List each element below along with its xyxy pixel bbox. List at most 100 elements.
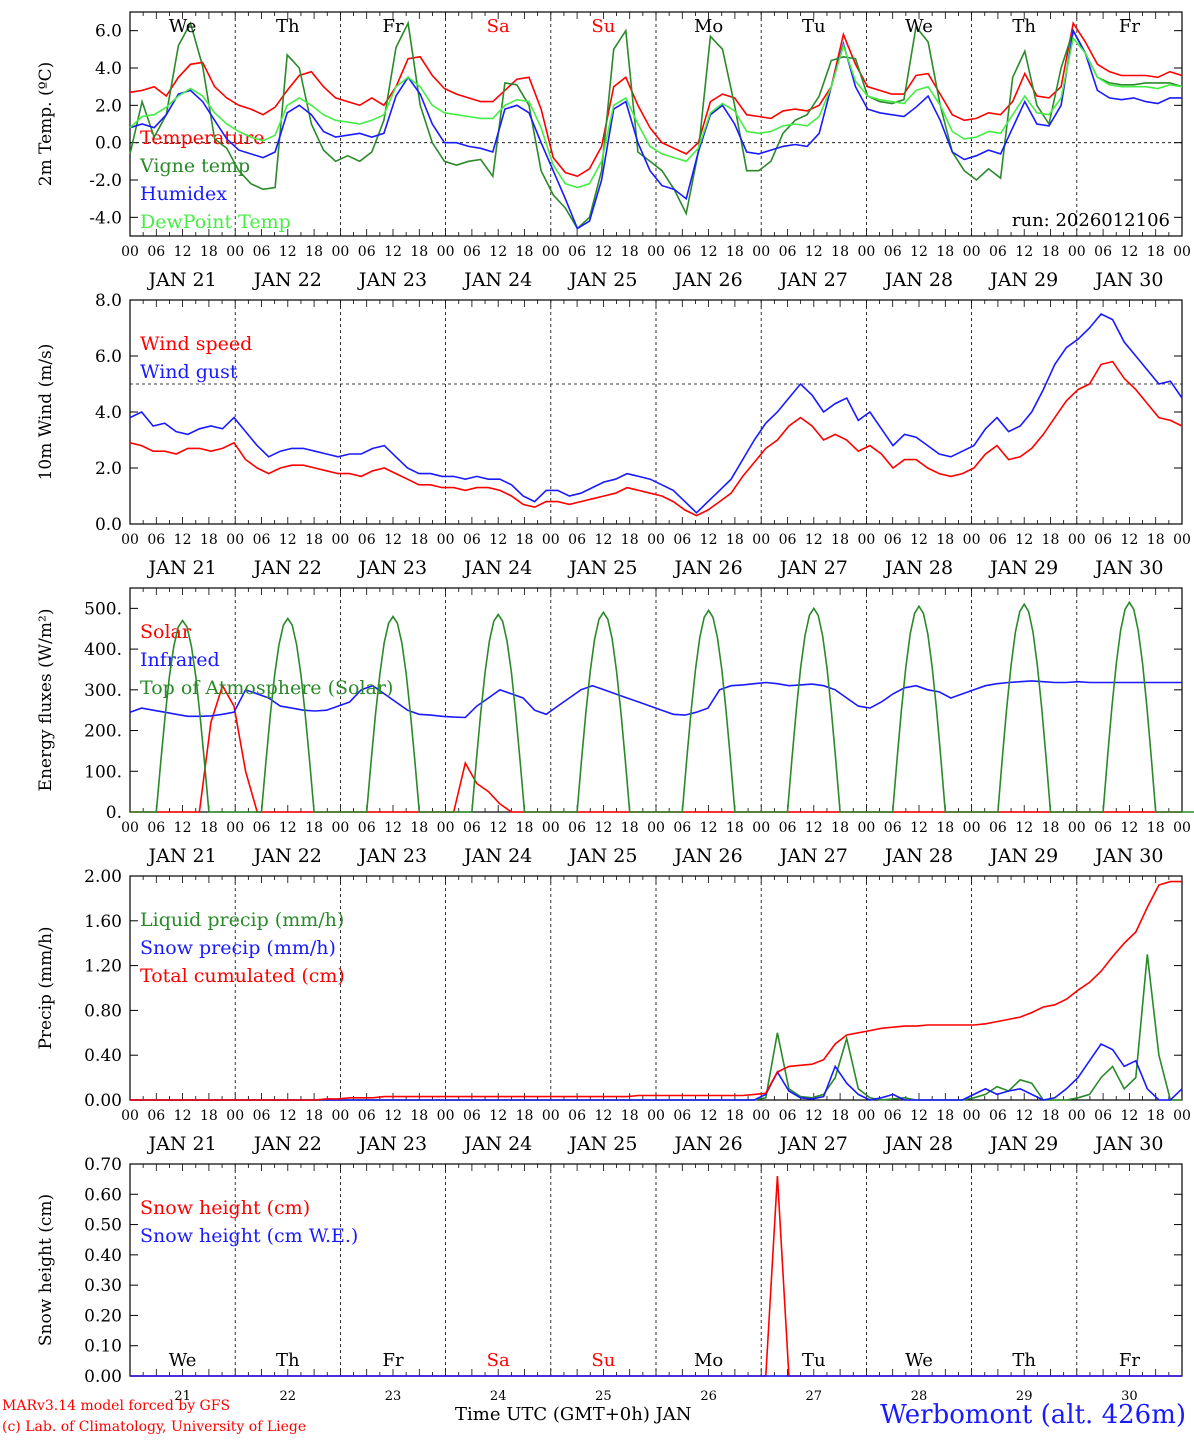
x-day-label: JAN 24 [462,1133,532,1155]
x-hour-label: 18 [831,1108,849,1124]
lab-credit: (c) Lab. of Climatology, University of L… [2,1419,307,1435]
y-tick-label: 0.00 [84,1091,122,1111]
y-tick-label: 2.0 [95,96,122,116]
y-tick-label: 500. [84,599,122,619]
x-hour-label: 06 [884,820,902,836]
x-hour-label: 06 [253,532,271,548]
x-hour-label: 12 [700,532,718,548]
x-hour-label: 12 [279,820,297,836]
weekday-label: Mo [694,1350,723,1371]
x-hour-label: 00 [226,1108,244,1124]
x-hour-label: 18 [831,244,849,260]
x-hour-label: 00 [857,244,875,260]
series-line [130,880,1182,1101]
x-hour-label: 06 [989,820,1007,836]
x-hour-label: 12 [384,820,402,836]
x-hour-label: 18 [516,532,534,548]
x-hour-label: 18 [305,820,323,836]
x-hour-label: 18 [410,1108,428,1124]
x-hour-label: 18 [621,532,639,548]
x-hour-label: 06 [884,532,902,548]
y-tick-label: 0.00 [84,1367,122,1387]
y-tick-label: 4.0 [95,59,122,79]
x-hour-label: 00 [857,820,875,836]
y-tick-label: -2.0 [89,171,122,191]
y-tick-label: 200. [84,722,122,742]
series-line [129,360,1183,517]
x-hour-label: 06 [147,244,165,260]
x-hour-label: 00 [437,820,455,836]
x-day-label: JAN 21 [147,845,217,867]
y-tick-label: 400. [84,640,122,660]
x-day-label: JAN 22 [252,269,322,291]
x-hour-label: 00 [647,820,665,836]
x-day-label: JAN 29 [988,845,1058,867]
x-day-label: JAN 26 [673,1133,743,1155]
x-hour-label: 06 [147,532,165,548]
plot-frame [129,299,1183,525]
x-hour-label: 00 [121,244,139,260]
x-hour-label: 00 [121,1108,139,1124]
x-hour-label: 00 [857,1108,875,1124]
x-day-label: JAN 23 [357,845,427,867]
x-hour-label: 06 [673,244,691,260]
x-day-label: JAN 24 [462,269,532,291]
x-hour-label: 06 [1094,244,1112,260]
x-hour-label: 00 [542,1108,560,1124]
x-hour-label: 00 [963,244,981,260]
x-hour-label: 12 [489,1108,507,1124]
x-day-label: JAN 28 [883,845,953,867]
x-hour-label: 18 [936,820,954,836]
x-hour-label: 00 [963,1108,981,1124]
legend-entry: Liquid precip (mm/h) [140,909,344,931]
legend-entry: Top of Atmosphere (Solar) [140,677,393,699]
y-tick-label: 0.40 [84,1246,122,1266]
x-hour-label: 18 [1042,532,1060,548]
panel-3: 500. 400. 300. 200. 100. 0. Energy fluxes (W/m… [36,587,1194,867]
x-hour-label: 06 [1094,532,1112,548]
x-hour-label: 18 [936,1108,954,1124]
legend-entry: Wind gust [140,361,238,383]
legend-entry: Infrared [140,649,220,671]
x-hour-label: 00 [752,244,770,260]
x-day-label: JAN 30 [1093,1133,1163,1155]
weekday-label: Th [276,1350,300,1371]
x-hour-label: 18 [1147,244,1165,260]
weekday-label: Mo [694,16,723,37]
x-hour-label: 12 [1015,532,1033,548]
x-hour-label: 00 [542,532,560,548]
x-hour-label: 18 [410,820,428,836]
x-day-label: JAN 25 [567,269,637,291]
x-day-label: JAN 26 [673,557,743,579]
x-hour-label: 06 [989,532,1007,548]
y-tick-label: 0.80 [84,1001,122,1021]
x-hour-label: 06 [673,820,691,836]
x-hour-label: 06 [779,244,797,260]
x-hour-label: 00 [647,244,665,260]
x-hour-label: 12 [594,1108,612,1124]
x-hour-label: 00 [226,244,244,260]
x-hour-label: 00 [1068,244,1086,260]
panel-5: 0.70 0.60 0.50 0.40 0.30 0.20 0.10 0.00 Snow hei… [36,1155,1183,1404]
x-hour-label: 06 [568,1108,586,1124]
x-hour-label: 12 [174,244,192,260]
x-day-label: JAN 29 [988,557,1058,579]
y-tick-label: 1.60 [84,912,122,932]
x-hour-label: 18 [726,244,744,260]
weekday-label: Tu [802,1350,826,1371]
weekday-label: Su [591,1350,615,1371]
x-hour-label: 18 [200,244,218,260]
x-hour-label: 00 [1173,532,1191,548]
x-day-number: 21 [174,1389,191,1404]
x-hour-label: 06 [1094,820,1112,836]
x-hour-label: 12 [1120,532,1138,548]
x-hour-label: 12 [910,1108,928,1124]
weekday-label: We [905,16,933,37]
x-day-number: 30 [1121,1389,1138,1404]
x-hour-label: 00 [121,532,139,548]
weekday-label: Fr [1119,1350,1140,1371]
weekday-label: Sa [487,1350,510,1371]
x-hour-label: 12 [1120,244,1138,260]
x-hour-label: 18 [410,244,428,260]
